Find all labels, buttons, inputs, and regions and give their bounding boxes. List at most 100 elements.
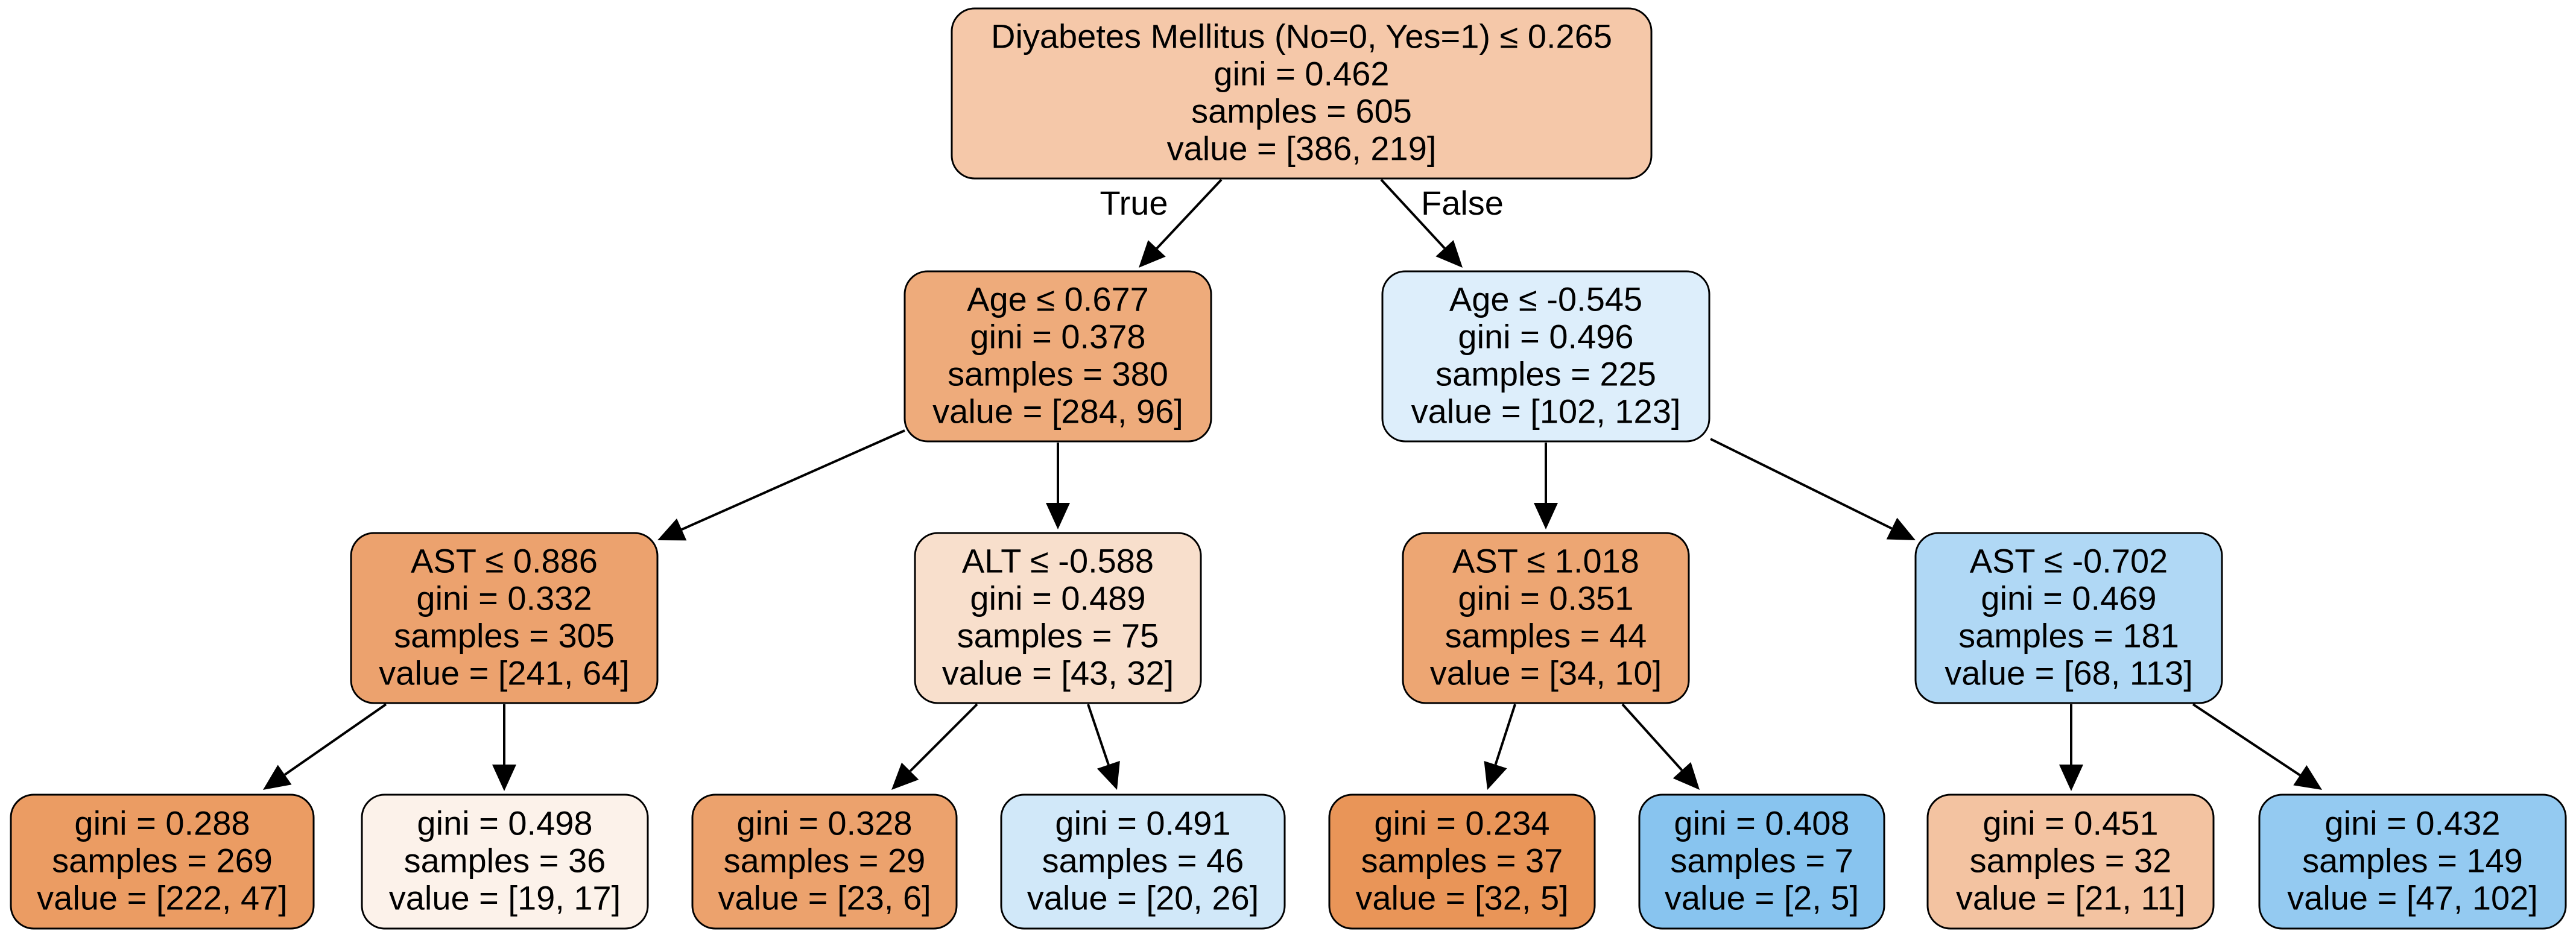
edge-arrowhead-n6-l8 — [2293, 765, 2322, 790]
edge-arrowhead-n4-l4 — [1097, 760, 1120, 790]
node-n6-condition-text: AST ≤ -0.702 — [1970, 541, 2168, 579]
nodes-layer: Diyabetes Mellitus (No=0, Yes=1) ≤ 0.265… — [10, 7, 2567, 930]
node-n4-value-text: value = [43, 32] — [942, 654, 1174, 692]
edge-arrowhead-n6-l7 — [2059, 765, 2083, 791]
node-l2-samples-text: samples = 36 — [404, 841, 606, 879]
edge-arrowhead-root-n1 — [1139, 240, 1166, 268]
node-box-l6 — [1638, 793, 1885, 930]
node-n3-samples-text: samples = 305 — [394, 616, 615, 654]
node-l6-samples-text: samples = 7 — [1670, 841, 1853, 879]
edge-n1-n3 — [681, 429, 905, 531]
node-box-n6 — [1914, 532, 2223, 704]
node-n3-value-text: value = [241, 64] — [379, 654, 630, 692]
edge-n5-l5 — [1494, 704, 1516, 765]
edges-layer: True False — [263, 178, 2322, 791]
node-l4-value-text: value = [20, 26] — [1027, 879, 1259, 916]
edge-arrowhead-n1-n4 — [1046, 503, 1070, 529]
node-box-l4 — [1000, 793, 1286, 930]
node-l1-samples-text: samples = 269 — [52, 841, 273, 879]
edge-arrowhead-n3-l2 — [492, 765, 516, 791]
node-box-l8 — [2258, 793, 2567, 930]
node-l4-gini-text: gini = 0.491 — [1055, 804, 1230, 842]
node-n5-samples-text: samples = 44 — [1445, 616, 1647, 654]
node-l6-value-text: value = [2, 5] — [1665, 879, 1859, 916]
edge-root-n1 — [1156, 178, 1223, 250]
node-n4-condition-text: ALT ≤ -0.588 — [962, 541, 1154, 579]
node-root-gini-text: gini = 0.462 — [1214, 54, 1389, 92]
node-l2-gini-text: gini = 0.498 — [417, 804, 592, 842]
node-l8-samples-text: samples = 149 — [2302, 841, 2523, 879]
node-n3-condition-text: AST ≤ 0.886 — [411, 541, 598, 579]
edge-arrowhead-n2-n5 — [1534, 503, 1558, 529]
edge-arrowhead-n2-n6 — [1886, 517, 1916, 540]
node-l8-value-text: value = [47, 102] — [2287, 879, 2538, 916]
node-l1-gini-text: gini = 0.288 — [74, 804, 250, 842]
edge-arrowhead-n3-l1 — [263, 765, 292, 790]
edge-n2-n6 — [1710, 438, 1893, 530]
edge-n4-l4 — [1087, 704, 1110, 765]
node-l3-samples-text: samples = 29 — [724, 841, 926, 879]
node-box-l5 — [1328, 793, 1596, 930]
node-n5-value-text: value = [34, 10] — [1430, 654, 1662, 692]
node-n2-condition-text: Age ≤ -0.545 — [1449, 280, 1642, 318]
node-l1-value-text: value = [222, 47] — [37, 879, 288, 916]
node-n6-gini-text: gini = 0.469 — [1981, 579, 2156, 617]
node-l7-gini-text: gini = 0.451 — [1983, 804, 2158, 842]
node-n1-samples-text: samples = 380 — [948, 355, 1168, 393]
node-box-root — [951, 7, 1653, 180]
node-box-n5 — [1402, 532, 1690, 704]
node-l4-samples-text: samples = 46 — [1042, 841, 1244, 879]
node-box-l7 — [1926, 793, 2215, 930]
node-n2-gini-text: gini = 0.496 — [1458, 317, 1633, 355]
node-box-n1 — [903, 270, 1212, 443]
node-n5-gini-text: gini = 0.351 — [1458, 579, 1633, 617]
edge-label-false: False — [1421, 184, 1504, 222]
node-l2-value-text: value = [19, 17] — [389, 879, 621, 916]
edge-root-n2 — [1380, 178, 1446, 250]
edge-arrowhead-root-n2 — [1435, 240, 1463, 268]
node-n5-condition-text: AST ≤ 1.018 — [1452, 541, 1639, 579]
node-l7-samples-text: samples = 32 — [1970, 841, 2172, 879]
edge-arrowhead-n5-l6 — [1673, 762, 1700, 790]
node-box-n4 — [914, 532, 1202, 704]
edge-n3-l1 — [283, 703, 387, 776]
node-box-n3 — [350, 532, 659, 704]
node-n1-gini-text: gini = 0.378 — [970, 317, 1145, 355]
node-root-value-text: value = [386, 219] — [1167, 129, 1437, 167]
node-root-samples-text: samples = 605 — [1191, 92, 1412, 130]
node-n4-gini-text: gini = 0.489 — [970, 579, 1145, 617]
edge-n5-l6 — [1621, 703, 1683, 771]
node-l3-value-text: value = [23, 6] — [718, 879, 931, 916]
edge-arrowhead-n5-l5 — [1484, 760, 1507, 790]
node-l3-gini-text: gini = 0.328 — [736, 804, 912, 842]
node-n1-condition-text: Age ≤ 0.677 — [967, 280, 1149, 318]
edge-arrowhead-n4-l3 — [891, 762, 919, 790]
edge-n4-l3 — [909, 703, 978, 772]
node-n1-value-text: value = [284, 96] — [932, 392, 1183, 430]
node-box-n2 — [1381, 270, 1710, 443]
node-l7-value-text: value = [21, 11] — [1956, 879, 2185, 916]
node-l5-samples-text: samples = 37 — [1361, 841, 1563, 879]
node-box-l2 — [361, 793, 649, 930]
node-n4-samples-text: samples = 75 — [957, 616, 1159, 654]
edge-label-true: True — [1100, 184, 1168, 222]
node-box-l3 — [691, 793, 958, 930]
edge-arrowhead-n1-n3 — [657, 518, 687, 541]
node-root-condition-text: Diyabetes Mellitus (No=0, Yes=1) ≤ 0.265 — [991, 17, 1612, 55]
node-n6-value-text: value = [68, 113] — [1945, 654, 2193, 692]
edge-n6-l8 — [2192, 703, 2301, 777]
node-n6-samples-text: samples = 181 — [1958, 616, 2179, 654]
